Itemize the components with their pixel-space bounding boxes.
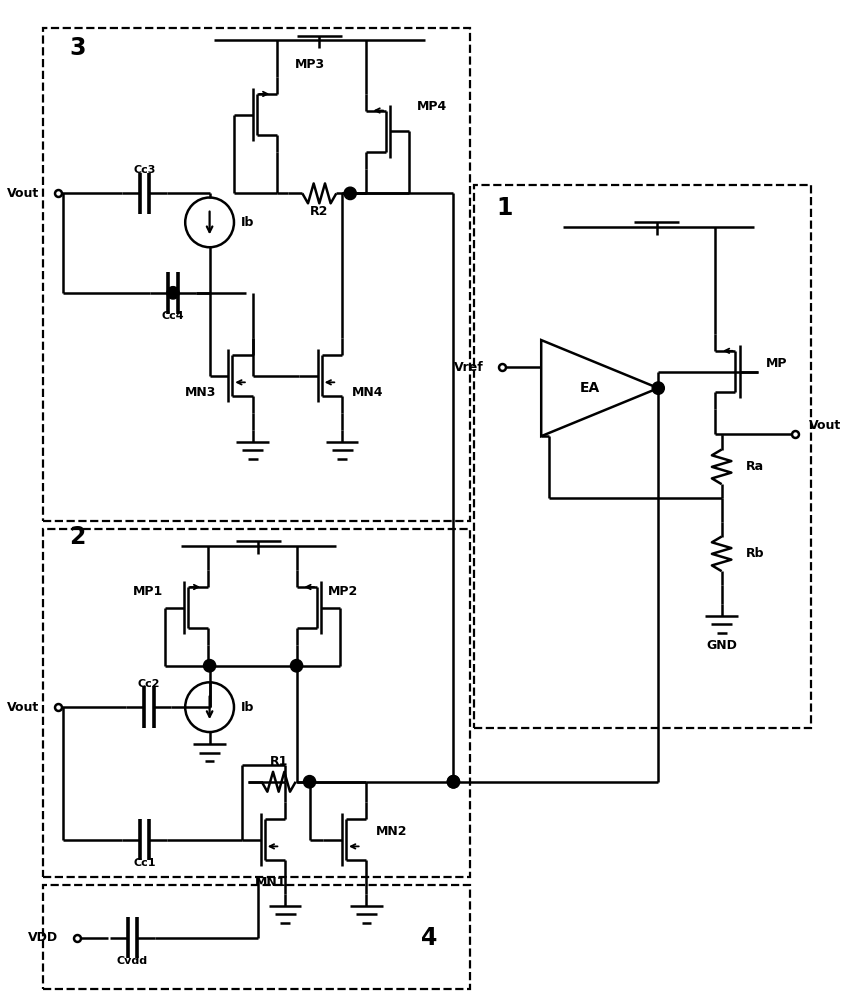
Bar (43, 529, 470, 877)
Circle shape (448, 776, 460, 788)
Text: MN4: MN4 (352, 386, 383, 399)
Circle shape (291, 660, 303, 672)
Circle shape (204, 660, 215, 672)
Circle shape (304, 776, 315, 788)
Circle shape (448, 776, 460, 788)
Text: VDD: VDD (27, 931, 58, 944)
Text: 2: 2 (69, 525, 86, 549)
Text: MP4: MP4 (417, 100, 447, 113)
Text: 1: 1 (497, 196, 513, 220)
Text: Vref: Vref (454, 361, 483, 374)
Text: MN2: MN2 (377, 825, 408, 838)
Text: 4: 4 (421, 926, 438, 950)
Circle shape (344, 187, 356, 200)
Text: MN1: MN1 (254, 876, 287, 889)
Text: Ib: Ib (241, 216, 254, 229)
Circle shape (652, 382, 664, 394)
Text: Cvdd: Cvdd (117, 956, 148, 966)
Text: Cc2: Cc2 (137, 679, 160, 689)
Text: Ib: Ib (241, 701, 254, 714)
Bar (43, 885, 470, 989)
Text: Cc1: Cc1 (133, 858, 156, 868)
Text: Ra: Ra (746, 460, 764, 473)
Text: Rb: Rb (746, 547, 765, 560)
Text: MP1: MP1 (132, 585, 163, 598)
Text: Cc4: Cc4 (162, 311, 184, 321)
Text: MP3: MP3 (295, 58, 325, 71)
Text: GND: GND (706, 639, 737, 652)
Text: Vout: Vout (7, 701, 39, 714)
Text: MN3: MN3 (185, 386, 216, 399)
Text: Vout: Vout (809, 419, 841, 432)
Text: Vout: Vout (7, 187, 39, 200)
Text: Cc3: Cc3 (133, 165, 156, 175)
Text: R1: R1 (270, 755, 287, 768)
Bar (43, 28, 470, 521)
Text: 3: 3 (69, 36, 86, 60)
Circle shape (167, 287, 179, 299)
Text: EA: EA (580, 381, 600, 395)
Bar (474, 185, 811, 728)
Text: MP2: MP2 (327, 585, 358, 598)
Text: MP: MP (767, 357, 788, 370)
Text: R2: R2 (310, 205, 328, 218)
